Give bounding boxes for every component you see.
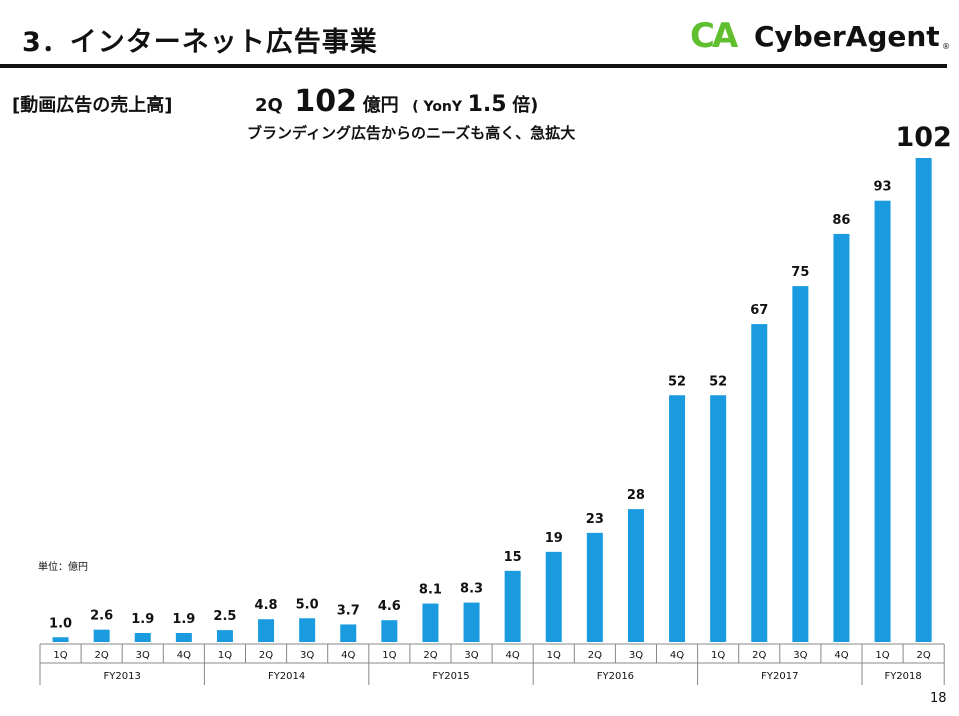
bar — [915, 158, 932, 642]
headline-yony-value: 1.5 — [467, 92, 507, 117]
company-logo: CA CyberAgent ® — [690, 14, 950, 58]
category-label: 3Q — [300, 650, 314, 661]
data-label: 2.5 — [213, 609, 236, 624]
bar — [710, 395, 727, 642]
data-label: 8.3 — [460, 582, 483, 597]
headline-quarter: 2Q — [255, 95, 283, 116]
bar — [216, 630, 233, 642]
bar — [586, 532, 603, 642]
headline-unit: 億円 — [362, 95, 399, 116]
bar — [463, 602, 480, 642]
bar — [52, 637, 69, 642]
category-label: 3Q — [629, 650, 643, 661]
data-label: 86 — [832, 213, 850, 228]
data-label: 75 — [791, 265, 809, 280]
logo-registered-mark: ® — [942, 42, 950, 51]
bar — [751, 324, 768, 642]
category-label: 2Q — [917, 650, 931, 661]
data-label: 4.6 — [378, 599, 401, 614]
category-label: 1Q — [875, 650, 889, 661]
data-label: 52 — [709, 374, 727, 389]
bar — [545, 551, 562, 642]
group-label: FY2018 — [884, 671, 921, 682]
bar — [627, 509, 644, 642]
data-label: 1.9 — [131, 612, 154, 627]
group-label: FY2013 — [104, 671, 141, 682]
data-label: 102 — [895, 122, 951, 153]
data-label: 2.6 — [90, 609, 113, 624]
data-label: 19 — [545, 531, 563, 546]
title-rule — [0, 64, 947, 68]
headline: 2Q 102 億円 ( YonY 1.5 倍) — [255, 84, 538, 119]
bar — [669, 395, 686, 642]
group-label: FY2014 — [268, 671, 305, 682]
group-label: FY2017 — [761, 671, 798, 682]
data-label: 5.0 — [296, 597, 319, 612]
data-label: 23 — [586, 512, 604, 527]
data-label: 8.1 — [419, 583, 442, 598]
data-label: 52 — [668, 374, 686, 389]
category-label: 2Q — [95, 650, 109, 661]
bar — [833, 233, 850, 642]
category-label: 4Q — [670, 650, 684, 661]
data-label: 67 — [750, 303, 768, 318]
data-label: 1.9 — [172, 612, 195, 627]
bar — [792, 286, 809, 642]
category-label: 1Q — [711, 650, 725, 661]
data-label: 93 — [874, 180, 892, 195]
bar — [258, 619, 275, 642]
data-label: 4.8 — [255, 598, 278, 613]
category-label: 1Q — [547, 650, 561, 661]
data-label: 15 — [504, 550, 522, 565]
bar — [340, 624, 357, 642]
page-number: 18 — [930, 691, 947, 706]
category-label: 4Q — [177, 650, 191, 661]
category-label: 4Q — [506, 650, 520, 661]
data-label: 3.7 — [337, 603, 360, 618]
bar — [422, 603, 439, 642]
data-label: 1.0 — [49, 616, 72, 631]
data-label: 28 — [627, 488, 645, 503]
category-label: 2Q — [423, 650, 437, 661]
headline-yony-suffix: 倍) — [512, 95, 539, 116]
bar — [874, 200, 891, 643]
category-label: 2Q — [588, 650, 602, 661]
category-label: 3Q — [793, 650, 807, 661]
slide-title: 3．インターネット広告事業 — [22, 27, 378, 58]
bar — [93, 629, 110, 642]
bar — [299, 618, 316, 642]
headline-yony-prefix: ( YonY — [412, 99, 463, 115]
headline-subtext: ブランディング広告からのニーズも高く、急拡大 — [247, 124, 576, 142]
group-label: FY2016 — [597, 671, 634, 682]
category-label: 3Q — [464, 650, 478, 661]
unit-label: 単位：億円 — [38, 562, 88, 573]
category-label: 1Q — [53, 650, 67, 661]
group-label: FY2015 — [432, 671, 469, 682]
category-label: 2Q — [259, 650, 273, 661]
bar — [381, 620, 398, 642]
bar — [175, 632, 192, 642]
logo-name: CyberAgent — [754, 20, 940, 53]
category-label: 1Q — [382, 650, 396, 661]
bar — [504, 570, 521, 642]
bar — [134, 632, 151, 642]
category-label: 3Q — [136, 650, 150, 661]
category-label: 1Q — [218, 650, 232, 661]
headline-value: 102 — [294, 84, 358, 119]
category-label: 4Q — [834, 650, 848, 661]
category-label: 2Q — [752, 650, 766, 661]
section-label: [動画広告の売上高] — [12, 95, 173, 116]
category-label: 4Q — [341, 650, 355, 661]
logo-mark: CA — [690, 16, 738, 56]
